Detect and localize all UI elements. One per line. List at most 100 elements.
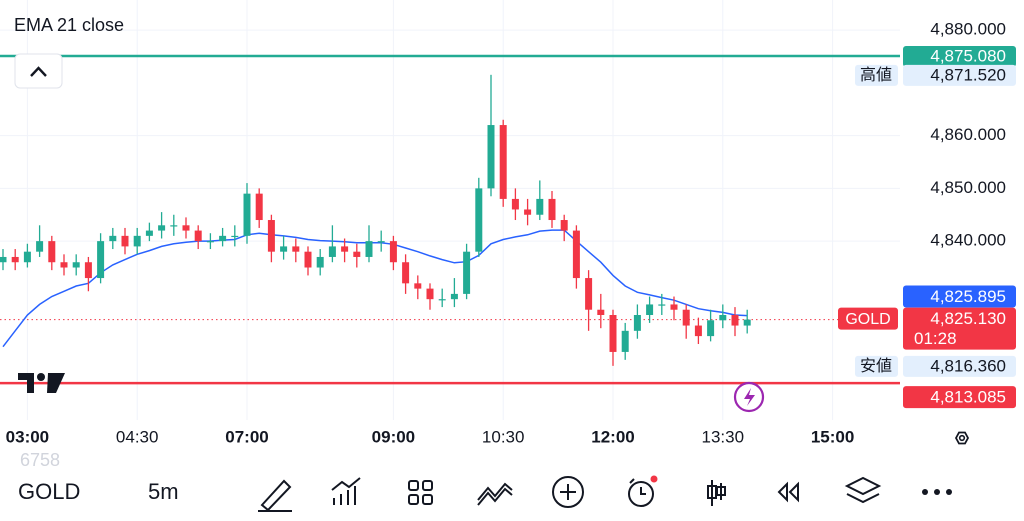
candle-body (316, 256, 324, 268)
labels-layer: 4,880.000 4,860.000 4,850.000 4,840.000 03:0… (6, 20, 1016, 446)
grid-icon-1[interactable] (408, 480, 419, 491)
logo-t (18, 373, 34, 393)
candle-body (170, 225, 178, 227)
lightning-icon (744, 388, 755, 406)
toolbar-interval[interactable]: 5m (148, 479, 179, 504)
candle-body (133, 235, 141, 247)
replay-icon[interactable] (777, 481, 799, 503)
candle-body (194, 230, 202, 242)
candle-body (633, 315, 641, 331)
candle-body (682, 309, 690, 326)
low-marker-name: 安値 (860, 357, 892, 375)
low-marker-label: 4,816.360 (930, 356, 1006, 375)
candle-body (499, 125, 507, 199)
ema-line (2, 229, 748, 348)
more-icon[interactable] (922, 489, 952, 495)
chart-type-icon[interactable] (707, 480, 726, 506)
candle-body (560, 220, 568, 231)
candle-body (145, 230, 153, 236)
grid-icon-2[interactable] (422, 480, 433, 491)
layers-icon[interactable] (844, 476, 882, 504)
settings-dot (958, 434, 966, 442)
collapse-button[interactable] (14, 53, 63, 89)
candle-body (731, 315, 739, 326)
candle-body (231, 235, 239, 238)
high-marker-box (903, 64, 1016, 86)
candle-body (670, 304, 678, 310)
candle-body (743, 319, 751, 326)
candle-body (219, 235, 227, 242)
candle-body (597, 309, 605, 315)
candle-body (402, 262, 410, 284)
x-tick-label: 15:00 (811, 427, 854, 446)
more-dot (946, 489, 952, 495)
y-tick-label: 4,840.000 (930, 231, 1006, 250)
candle-body (292, 246, 300, 252)
logo-dot (37, 373, 45, 381)
candle-body (536, 198, 544, 215)
candle-body (426, 288, 434, 300)
add-icon[interactable] (552, 476, 584, 508)
candle-body (97, 241, 105, 279)
last-price-name: GOLD (845, 311, 890, 328)
candle-body (719, 315, 727, 321)
settings-hexagon[interactable] (954, 431, 970, 445)
candle-body (450, 293, 458, 300)
alert-hands (629, 478, 646, 495)
price-line-label-box (903, 386, 1016, 409)
settings-button[interactable] (954, 431, 970, 445)
candles-layer (0, 74, 751, 366)
candle-body (365, 241, 373, 257)
candle-body (304, 251, 312, 268)
x-tick-label: 04:30 (116, 427, 159, 446)
indicator-legend: EMA 21 close (14, 15, 124, 35)
candle-body (48, 241, 56, 263)
price-line-label: 4,875.080 (930, 47, 1006, 66)
candle-body (267, 220, 275, 252)
candle-body (511, 198, 519, 210)
candle-body (475, 188, 483, 252)
candle-body (109, 235, 117, 242)
toolbar-icons (258, 476, 882, 512)
toolbar-symbol[interactable]: GOLD (18, 479, 80, 504)
candle-body (438, 299, 446, 301)
compare-icon[interactable] (477, 482, 513, 506)
x-tick-label: 09:00 (372, 427, 415, 446)
low-marker-box (903, 355, 1016, 377)
more-dot (934, 489, 940, 495)
candle-body (280, 246, 288, 252)
candle-body (72, 262, 80, 268)
candle-body (158, 225, 166, 231)
candle-body (243, 193, 251, 236)
last-price-label: 4,825.130 (930, 309, 1006, 328)
alert-icon[interactable] (628, 481, 654, 507)
grid-layer (0, 0, 900, 420)
candle-body (206, 241, 214, 243)
draw-icon[interactable] (258, 479, 292, 512)
candle-body (548, 198, 556, 221)
candle-body (0, 256, 7, 263)
high-marker-label: 4,871.520 (930, 65, 1006, 84)
background-text: 6758 (20, 450, 60, 470)
x-tick-label: 13:30 (702, 427, 745, 446)
lightning-button[interactable] (733, 381, 765, 413)
lines-layer (0, 54, 900, 385)
grid-icon-4[interactable] (422, 494, 433, 505)
candle-body (694, 325, 702, 337)
high-marker-name-box (855, 64, 898, 86)
candle-body (585, 278, 593, 310)
candle-body (328, 246, 336, 257)
price-line-label-box (903, 46, 1016, 68)
candle-body (524, 209, 532, 215)
candle-body (23, 251, 31, 263)
indicators-icon[interactable] (331, 477, 361, 505)
grid-icon-3[interactable] (408, 494, 419, 505)
collapse-button-box[interactable] (14, 53, 63, 89)
candle-body (609, 315, 617, 352)
last-price-box (903, 307, 1016, 350)
candle-body (353, 251, 361, 257)
y-tick-label: 4,850.000 (930, 178, 1006, 197)
candle-body (463, 251, 471, 294)
